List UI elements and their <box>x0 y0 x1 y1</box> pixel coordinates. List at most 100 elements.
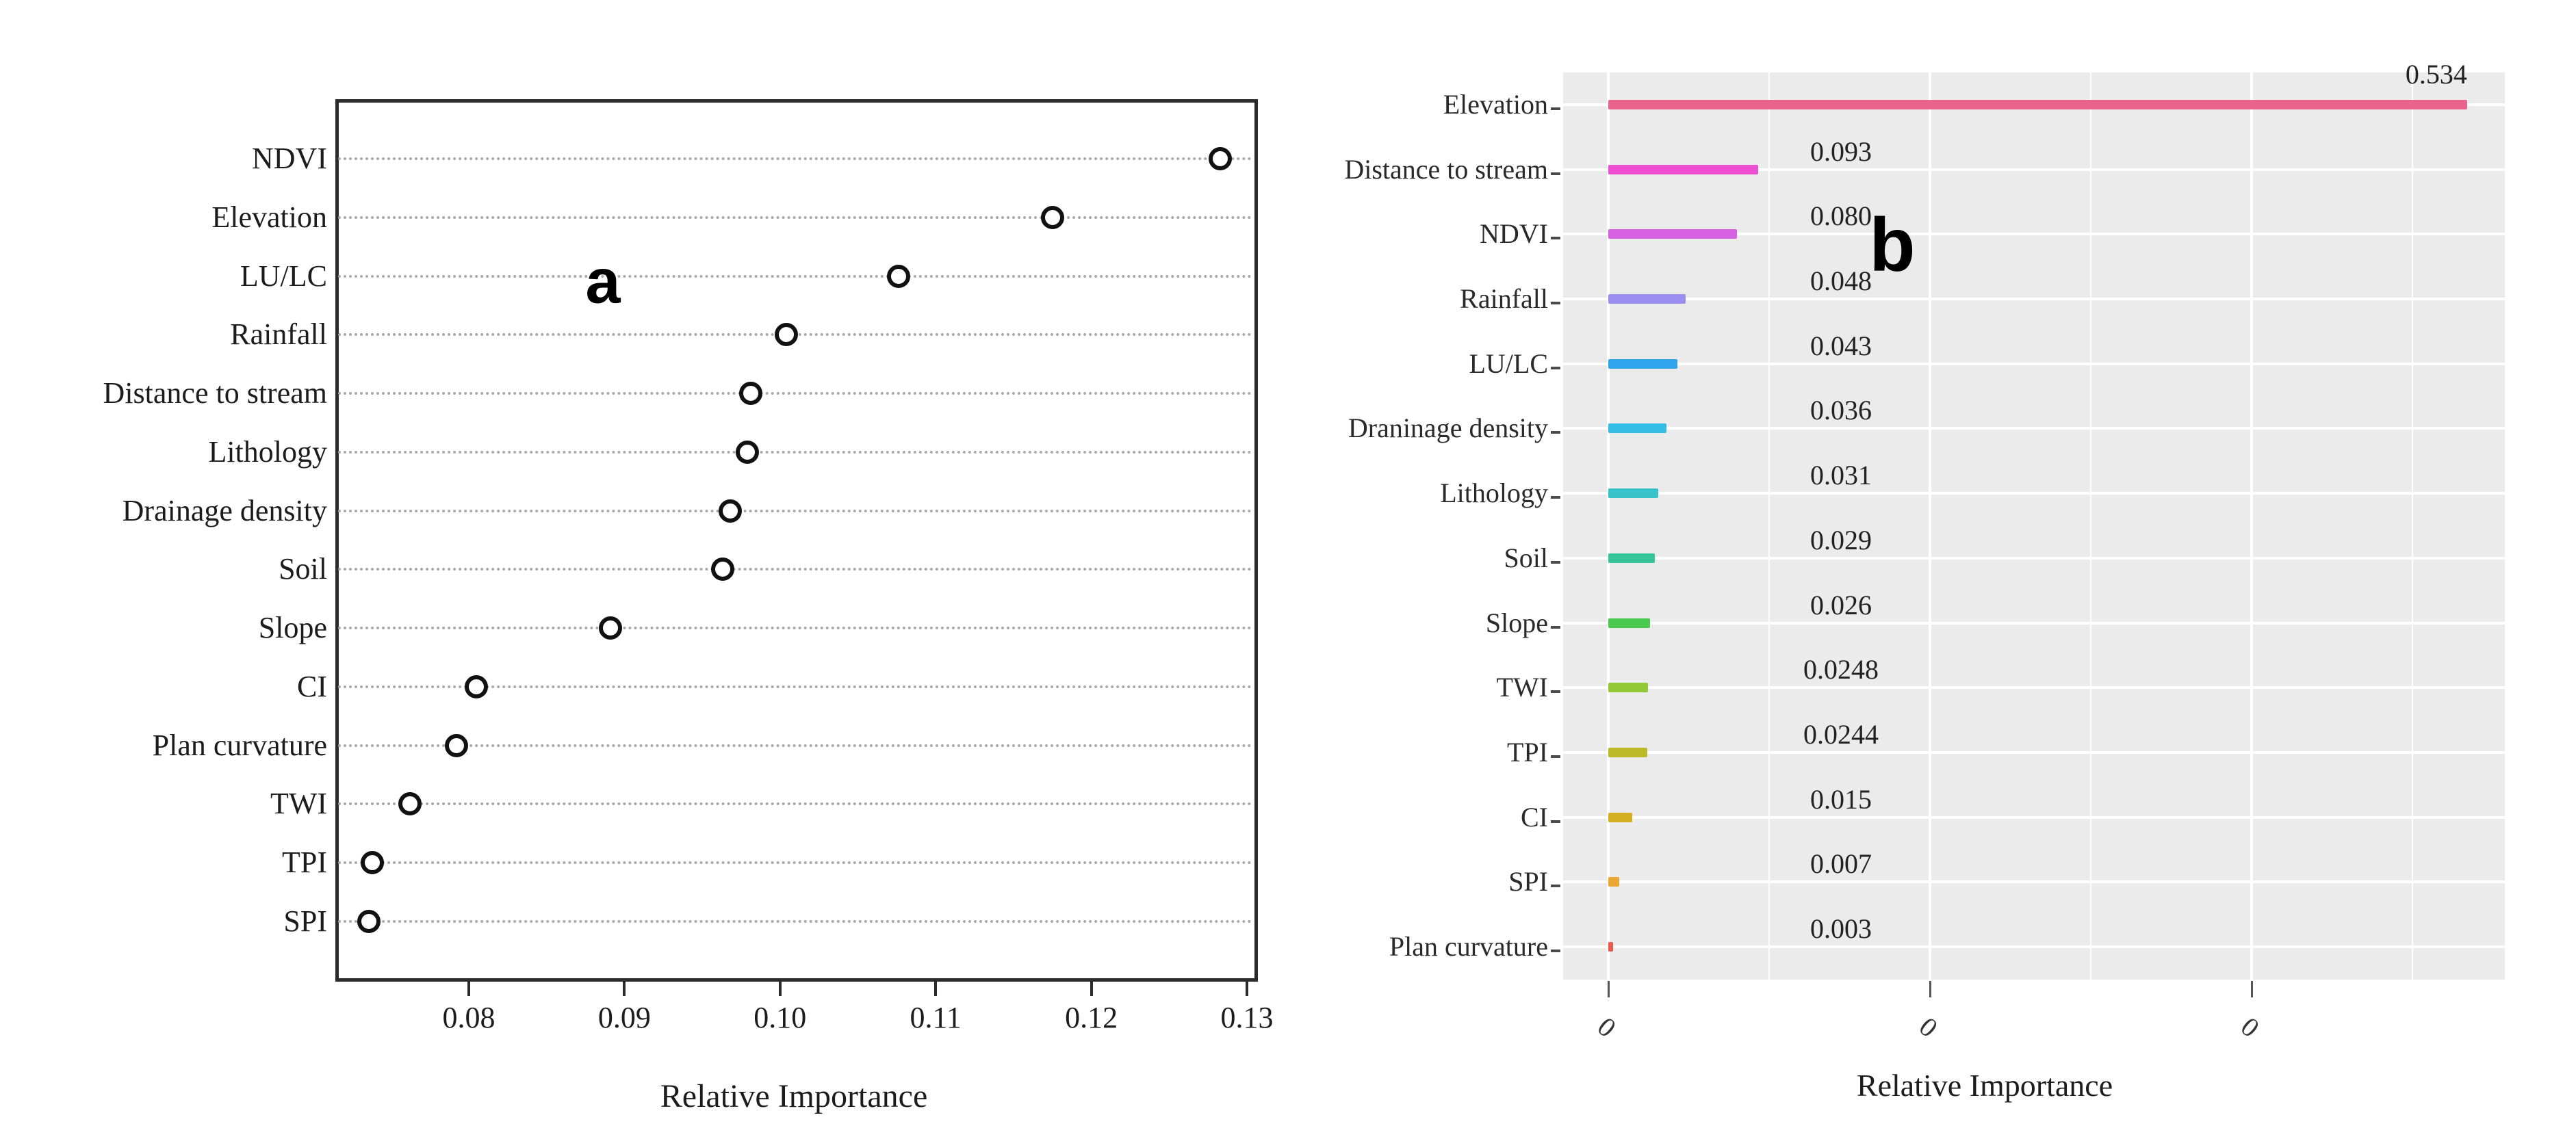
x-axis-tick-label: 0 <box>1591 1010 1623 1044</box>
category-label: Rainfall <box>230 317 327 352</box>
bar <box>1608 877 1620 887</box>
panel-a-plot-frame <box>335 99 1258 982</box>
dot-marker <box>736 440 760 464</box>
x-axis-tick <box>778 978 782 996</box>
bar-value-label: 0.036 <box>1810 395 1872 426</box>
x-axis-tick-label: 0.12 <box>1065 1001 1118 1034</box>
bar-value-label: 0.015 <box>1810 783 1872 815</box>
x-axis-tick <box>1608 981 1610 997</box>
category-tick-dash <box>1551 237 1560 240</box>
category-label: SPI <box>1508 866 1548 898</box>
x-axis-tick <box>1090 978 1093 996</box>
category-tick-dash <box>1551 755 1560 758</box>
gridline-vertical-minor <box>2412 73 2413 980</box>
category-label: TPI <box>1507 736 1548 768</box>
category-tick-dash <box>1551 625 1560 629</box>
dot-marker <box>738 382 762 406</box>
dot-marker <box>361 851 384 875</box>
category-label: TPI <box>282 846 327 880</box>
category-label: CI <box>1521 801 1548 833</box>
gridline-vertical-major <box>1607 73 1610 980</box>
bar <box>1608 229 1737 239</box>
gridline-horizontal <box>1563 686 2505 690</box>
category-label: Distance to stream <box>1344 153 1548 185</box>
x-axis-tick-label: 0 <box>2234 1010 2266 1044</box>
bar-value-label: 0.534 <box>2405 59 2467 90</box>
x-axis-tick-label: 0 <box>1913 1010 1944 1044</box>
bar-value-label: 0.048 <box>1810 265 1872 297</box>
panel-a-letter: a <box>585 246 621 317</box>
x-axis-tick <box>1246 978 1248 996</box>
category-tick-dash <box>1551 949 1560 952</box>
gridline-horizontal <box>1563 945 2505 948</box>
leader-line <box>338 450 1252 454</box>
bar-value-label: 0.0248 <box>1803 654 1879 685</box>
category-label: Elevation <box>211 200 327 234</box>
category-label: Drainage density <box>122 493 327 527</box>
x-axis-tick <box>2251 981 2253 997</box>
category-tick-dash <box>1551 885 1560 888</box>
category-label: Plan curvature <box>1389 930 1548 962</box>
bar <box>1608 100 2467 109</box>
category-tick-dash <box>1551 302 1560 305</box>
bar-value-label: 0.003 <box>1810 913 1872 944</box>
gridline-horizontal <box>1563 298 2505 301</box>
dot-marker <box>444 733 468 757</box>
leader-line <box>338 685 1252 688</box>
bar <box>1608 423 1666 434</box>
category-tick-dash <box>1551 366 1560 369</box>
category-tick-dash <box>1551 107 1560 110</box>
gridline-horizontal <box>1563 427 2505 430</box>
leader-line <box>338 274 1252 278</box>
dot-marker <box>886 264 910 288</box>
category-tick-dash <box>1551 496 1560 499</box>
bar-value-label: 0.043 <box>1810 330 1872 361</box>
dot-marker <box>774 323 798 347</box>
gridline-horizontal <box>1563 750 2505 754</box>
panel-a: NDVI Elevation LU/LC Rainfall Distance to st… <box>103 99 1274 1114</box>
bar-value-label: 0.029 <box>1810 524 1872 555</box>
bar <box>1608 553 1656 563</box>
leader-line <box>338 392 1252 395</box>
bar-value-label: 0.080 <box>1810 200 1872 232</box>
x-axis-tick <box>934 978 938 996</box>
leader-line <box>338 568 1252 571</box>
gridline-horizontal <box>1563 815 2505 819</box>
bar <box>1608 747 1648 757</box>
category-label: Slope <box>258 611 327 645</box>
category-label: Plan curvature <box>152 728 327 762</box>
dot-marker <box>357 910 381 933</box>
bar <box>1608 683 1649 693</box>
category-label: CI <box>297 669 327 703</box>
category-label: LU/LC <box>240 259 327 293</box>
bar-value-label: 0.007 <box>1810 848 1872 880</box>
dot-marker <box>710 558 734 581</box>
category-label: Slope <box>1485 607 1548 638</box>
category-label: Rainfall <box>1460 283 1548 315</box>
bar <box>1608 294 1686 304</box>
category-label: Draninage density <box>1348 413 1548 444</box>
category-tick-dash <box>1551 431 1560 434</box>
bar <box>1608 164 1758 174</box>
dot-marker <box>398 792 422 816</box>
bar-value-label: 0.093 <box>1810 135 1872 167</box>
panel-b-plot-area <box>1563 73 2505 980</box>
x-axis-tick <box>467 978 470 996</box>
dot-marker <box>1209 147 1233 170</box>
category-tick-dash <box>1551 172 1560 175</box>
category-label: Soil <box>279 552 327 586</box>
dot-marker <box>1040 205 1064 229</box>
leader-line <box>338 920 1252 923</box>
panel-b-x-axis-title: Relative Importance <box>1856 1068 2113 1103</box>
gridline-horizontal <box>1563 362 2505 365</box>
category-label: TWI <box>1496 672 1548 703</box>
dot-marker <box>598 616 622 640</box>
category-label: SPI <box>283 904 327 938</box>
category-label: LU/LC <box>1469 348 1548 379</box>
panel-b: 0.534 Elevation 0.093 Distance to stream 0.0… <box>1300 0 2576 1139</box>
dot-marker <box>719 499 743 523</box>
x-axis-tick <box>1929 981 1931 997</box>
panel-a-x-axis-title: Relative Importance <box>660 1078 928 1114</box>
leader-line <box>338 215 1252 219</box>
